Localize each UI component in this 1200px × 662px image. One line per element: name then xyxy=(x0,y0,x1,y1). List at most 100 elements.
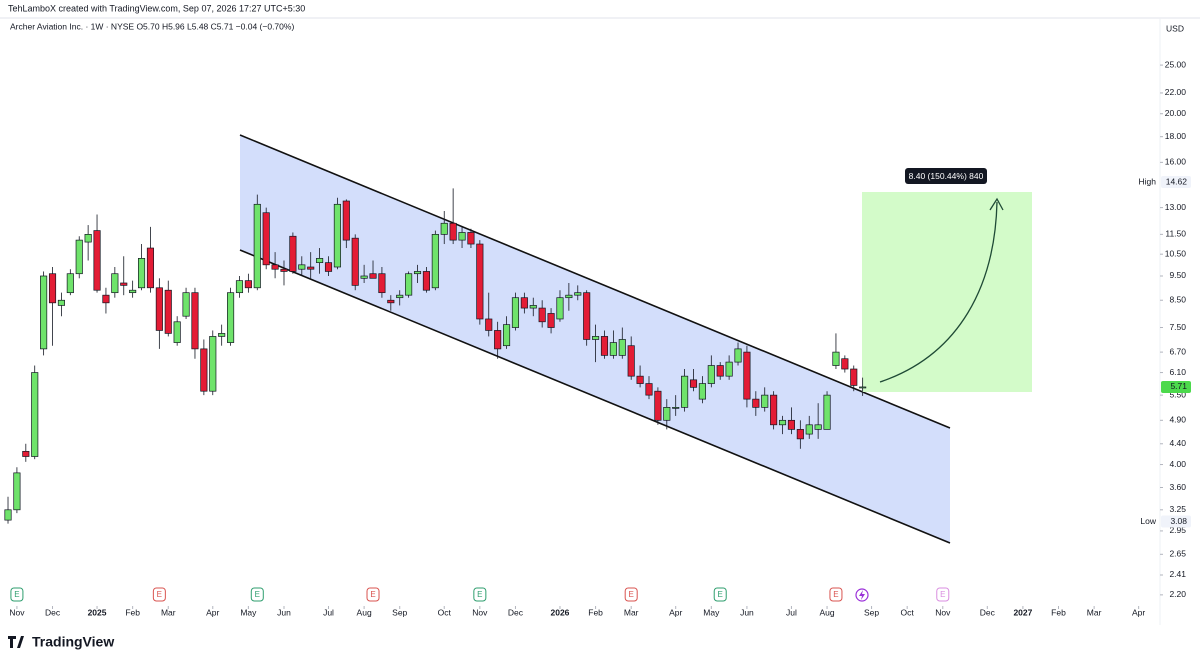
candle-body xyxy=(422,271,430,291)
x-tick-label: Mar xyxy=(1087,607,1102,617)
candle-body xyxy=(253,203,261,289)
x-tick-label: May xyxy=(240,607,257,617)
y-tick-label: 4.00 xyxy=(1169,459,1186,469)
candle-body xyxy=(164,289,172,334)
candle-body xyxy=(609,342,617,356)
candle-body xyxy=(209,336,217,392)
candle-body xyxy=(66,273,74,294)
x-tick-label: Sep xyxy=(392,607,407,617)
candle-body xyxy=(227,292,235,343)
candle-body xyxy=(636,375,644,384)
y-tick-label: 13.00 xyxy=(1165,202,1187,212)
candle-body xyxy=(146,247,155,289)
candle-body xyxy=(565,294,573,299)
x-tick-label: Nov xyxy=(9,607,25,617)
candle-body xyxy=(761,394,769,408)
candle-body xyxy=(707,365,715,384)
candle-body xyxy=(796,429,804,440)
candle-body xyxy=(405,273,413,296)
candle-body xyxy=(440,222,448,235)
event-label: E xyxy=(14,590,19,599)
logo-icon xyxy=(8,636,24,648)
candle-body xyxy=(467,232,475,245)
event-marker xyxy=(829,587,843,602)
x-tick-label: Oct xyxy=(901,607,915,617)
badge-value: 3.08 xyxy=(1170,516,1187,526)
event-label: E xyxy=(940,590,945,599)
y-tick-label: 18.00 xyxy=(1165,131,1187,141)
candle-body xyxy=(752,398,760,408)
candle-body xyxy=(102,294,110,304)
x-tick-label: Jun xyxy=(740,607,754,617)
candle-body xyxy=(743,351,751,400)
y-tick-label: 6.10 xyxy=(1169,367,1186,377)
candle-body xyxy=(458,232,466,241)
y-tick-label: 9.50 xyxy=(1169,270,1186,280)
badge-label: High xyxy=(1139,176,1157,186)
event-marker xyxy=(936,587,950,602)
badge-label: Low xyxy=(1140,516,1156,526)
event-label: E xyxy=(157,590,162,599)
badge-box xyxy=(1161,515,1191,528)
candle-body xyxy=(592,336,600,340)
event-label: E xyxy=(255,590,260,599)
y-tick-label: 25.00 xyxy=(1165,59,1187,69)
candle-body xyxy=(663,407,671,421)
candle-body xyxy=(841,358,849,370)
y-tick-label: 8.50 xyxy=(1169,294,1186,304)
candle-body xyxy=(494,330,502,350)
candle-body xyxy=(805,424,813,435)
candle-body xyxy=(155,287,163,331)
candle-body xyxy=(485,318,493,331)
x-tick-label: Dec xyxy=(45,607,61,617)
candle-body xyxy=(235,280,244,294)
candle-body xyxy=(449,222,457,241)
event-label: E xyxy=(629,590,634,599)
last-price-box xyxy=(1161,380,1191,393)
x-tick-label: Apr xyxy=(206,607,219,617)
x-tick-label: Mar xyxy=(624,607,639,617)
x-tick-label: 2025 xyxy=(88,607,107,617)
x-tick-label: Feb xyxy=(1051,607,1066,617)
event-marker xyxy=(366,587,380,602)
candle-body xyxy=(689,379,698,388)
x-tick-label: Feb xyxy=(588,607,603,617)
y-tick-label: 10.50 xyxy=(1165,248,1187,258)
candle-body xyxy=(618,339,626,356)
candle-body xyxy=(40,275,48,350)
event-marker xyxy=(624,587,638,602)
x-tick-label: Oct xyxy=(438,607,452,617)
candle-body xyxy=(298,264,306,270)
candle-body xyxy=(778,419,787,426)
x-tick-label: Aug xyxy=(819,607,834,617)
candle-body xyxy=(316,258,324,263)
candle-body xyxy=(832,351,840,366)
candle-body xyxy=(502,324,511,347)
x-tick-label: Apr xyxy=(669,607,682,617)
candle-body xyxy=(182,292,190,317)
candle-body xyxy=(360,275,368,279)
candle-body xyxy=(129,289,137,294)
candle-body xyxy=(431,234,439,289)
y-tick-label: 3.60 xyxy=(1169,482,1186,492)
x-tick-label: Jul xyxy=(323,607,334,617)
y-tick-label: 5.50 xyxy=(1169,389,1186,399)
event-marker xyxy=(10,587,24,602)
candle-body xyxy=(654,390,662,421)
candle-body xyxy=(22,450,30,457)
y-tick-label: 2.95 xyxy=(1169,525,1186,535)
y-tick-label: 3.25 xyxy=(1169,504,1186,514)
candle-body xyxy=(476,243,484,320)
target-box xyxy=(862,192,1032,392)
x-tick-label: 2027 xyxy=(1013,607,1032,617)
lightning-marker xyxy=(855,588,869,602)
x-tick-label: Aug xyxy=(357,607,372,617)
projection-label-box xyxy=(905,168,987,184)
candle-body xyxy=(244,280,252,289)
y-tick-label: 4.40 xyxy=(1169,438,1186,448)
event-label: E xyxy=(718,590,723,599)
y-tick-label: 6.70 xyxy=(1169,346,1186,356)
candle-body xyxy=(84,234,92,243)
x-tick-label: Dec xyxy=(508,607,524,617)
